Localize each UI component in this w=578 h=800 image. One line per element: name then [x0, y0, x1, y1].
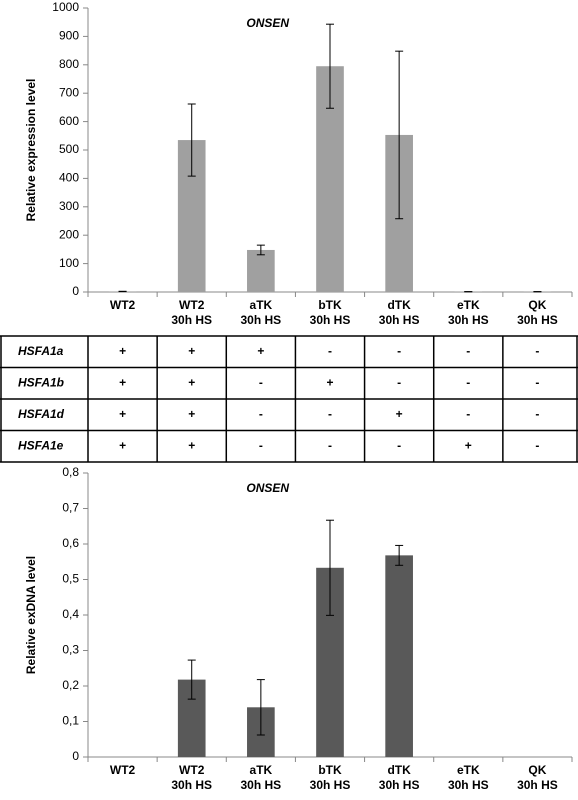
y-axis-label: Relative expression level	[24, 79, 38, 222]
table-cell: -	[466, 344, 470, 358]
table-cell: +	[465, 438, 472, 452]
bar	[385, 555, 413, 757]
y-tick-label: 900	[59, 29, 79, 43]
table-cell: +	[119, 407, 126, 421]
table-cell: -	[535, 438, 539, 452]
y-tick-label: 600	[59, 114, 79, 128]
table-cell: +	[188, 375, 195, 389]
y-tick-label: 0,7	[62, 501, 79, 515]
table-cell: -	[328, 438, 332, 452]
table-cell: +	[396, 407, 403, 421]
y-tick-label: 1000	[52, 0, 79, 14]
table-cell: -	[535, 344, 539, 358]
x-tick-label: dTK 30h HS	[379, 298, 420, 327]
x-tick-label: eTK 30h HS	[448, 763, 489, 792]
row-header: HSFA1b	[18, 375, 64, 389]
table-cell: -	[466, 407, 470, 421]
y-tick-label: 800	[59, 57, 79, 71]
bar	[247, 249, 275, 292]
table-cell: +	[188, 407, 195, 421]
table-cell: -	[397, 375, 401, 389]
table-cell: -	[259, 438, 263, 452]
y-tick-label: 300	[59, 199, 79, 213]
y-tick-label: 0,8	[62, 465, 79, 479]
y-tick-label: 0	[72, 284, 79, 298]
y-tick-label: 0	[72, 749, 79, 763]
table-cell: -	[397, 438, 401, 452]
table-cell: +	[119, 344, 126, 358]
x-tick-label: bTK 30h HS	[310, 763, 351, 792]
y-tick-label: 0,2	[62, 678, 79, 692]
x-tick-label: WT2	[110, 298, 136, 312]
table-cell: -	[259, 407, 263, 421]
y-tick-label: 700	[59, 85, 79, 99]
table-cell: -	[328, 344, 332, 358]
table-cell: -	[535, 375, 539, 389]
table-cell: +	[119, 375, 126, 389]
y-tick-label: 200	[59, 227, 79, 241]
y-tick-label: 0,4	[62, 607, 79, 621]
y-tick-label: 0,3	[62, 643, 79, 657]
x-tick-label: WT2 30h HS	[171, 763, 212, 792]
x-tick-label: dTK 30h HS	[379, 763, 420, 792]
x-tick-label: WT2	[110, 763, 136, 777]
table-cell: +	[119, 438, 126, 452]
row-header: HSFA1a	[18, 344, 64, 358]
table-cell: -	[535, 407, 539, 421]
x-tick-label: WT2 30h HS	[171, 298, 212, 327]
y-axis-label: Relative exDNA level	[24, 556, 38, 674]
x-tick-label: bTK 30h HS	[310, 298, 351, 327]
table-cell: -	[259, 375, 263, 389]
table-cell: -	[397, 344, 401, 358]
table-cell: +	[188, 438, 195, 452]
table-cell: +	[188, 344, 195, 358]
x-tick-label: QK 30h HS	[517, 298, 558, 327]
y-tick-label: 0,5	[62, 572, 79, 586]
x-tick-label: aTK 30h HS	[241, 763, 282, 792]
y-tick-label: 500	[59, 142, 79, 156]
chart-title: ONSEN	[246, 481, 289, 495]
table-cell: -	[466, 375, 470, 389]
table-cell: +	[326, 375, 333, 389]
row-header: HSFA1e	[18, 438, 64, 452]
y-tick-label: 400	[59, 171, 79, 185]
y-tick-label: 0,1	[62, 714, 79, 728]
table-cell: +	[257, 344, 264, 358]
row-header: HSFA1d	[18, 407, 65, 421]
y-tick-label: 100	[59, 256, 79, 270]
x-tick-label: QK 30h HS	[517, 763, 558, 792]
table-cell: -	[328, 407, 332, 421]
y-tick-label: 0,6	[62, 536, 79, 550]
chart-title: ONSEN	[246, 16, 289, 30]
x-tick-label: aTK 30h HS	[241, 298, 282, 327]
x-tick-label: eTK 30h HS	[448, 298, 489, 327]
